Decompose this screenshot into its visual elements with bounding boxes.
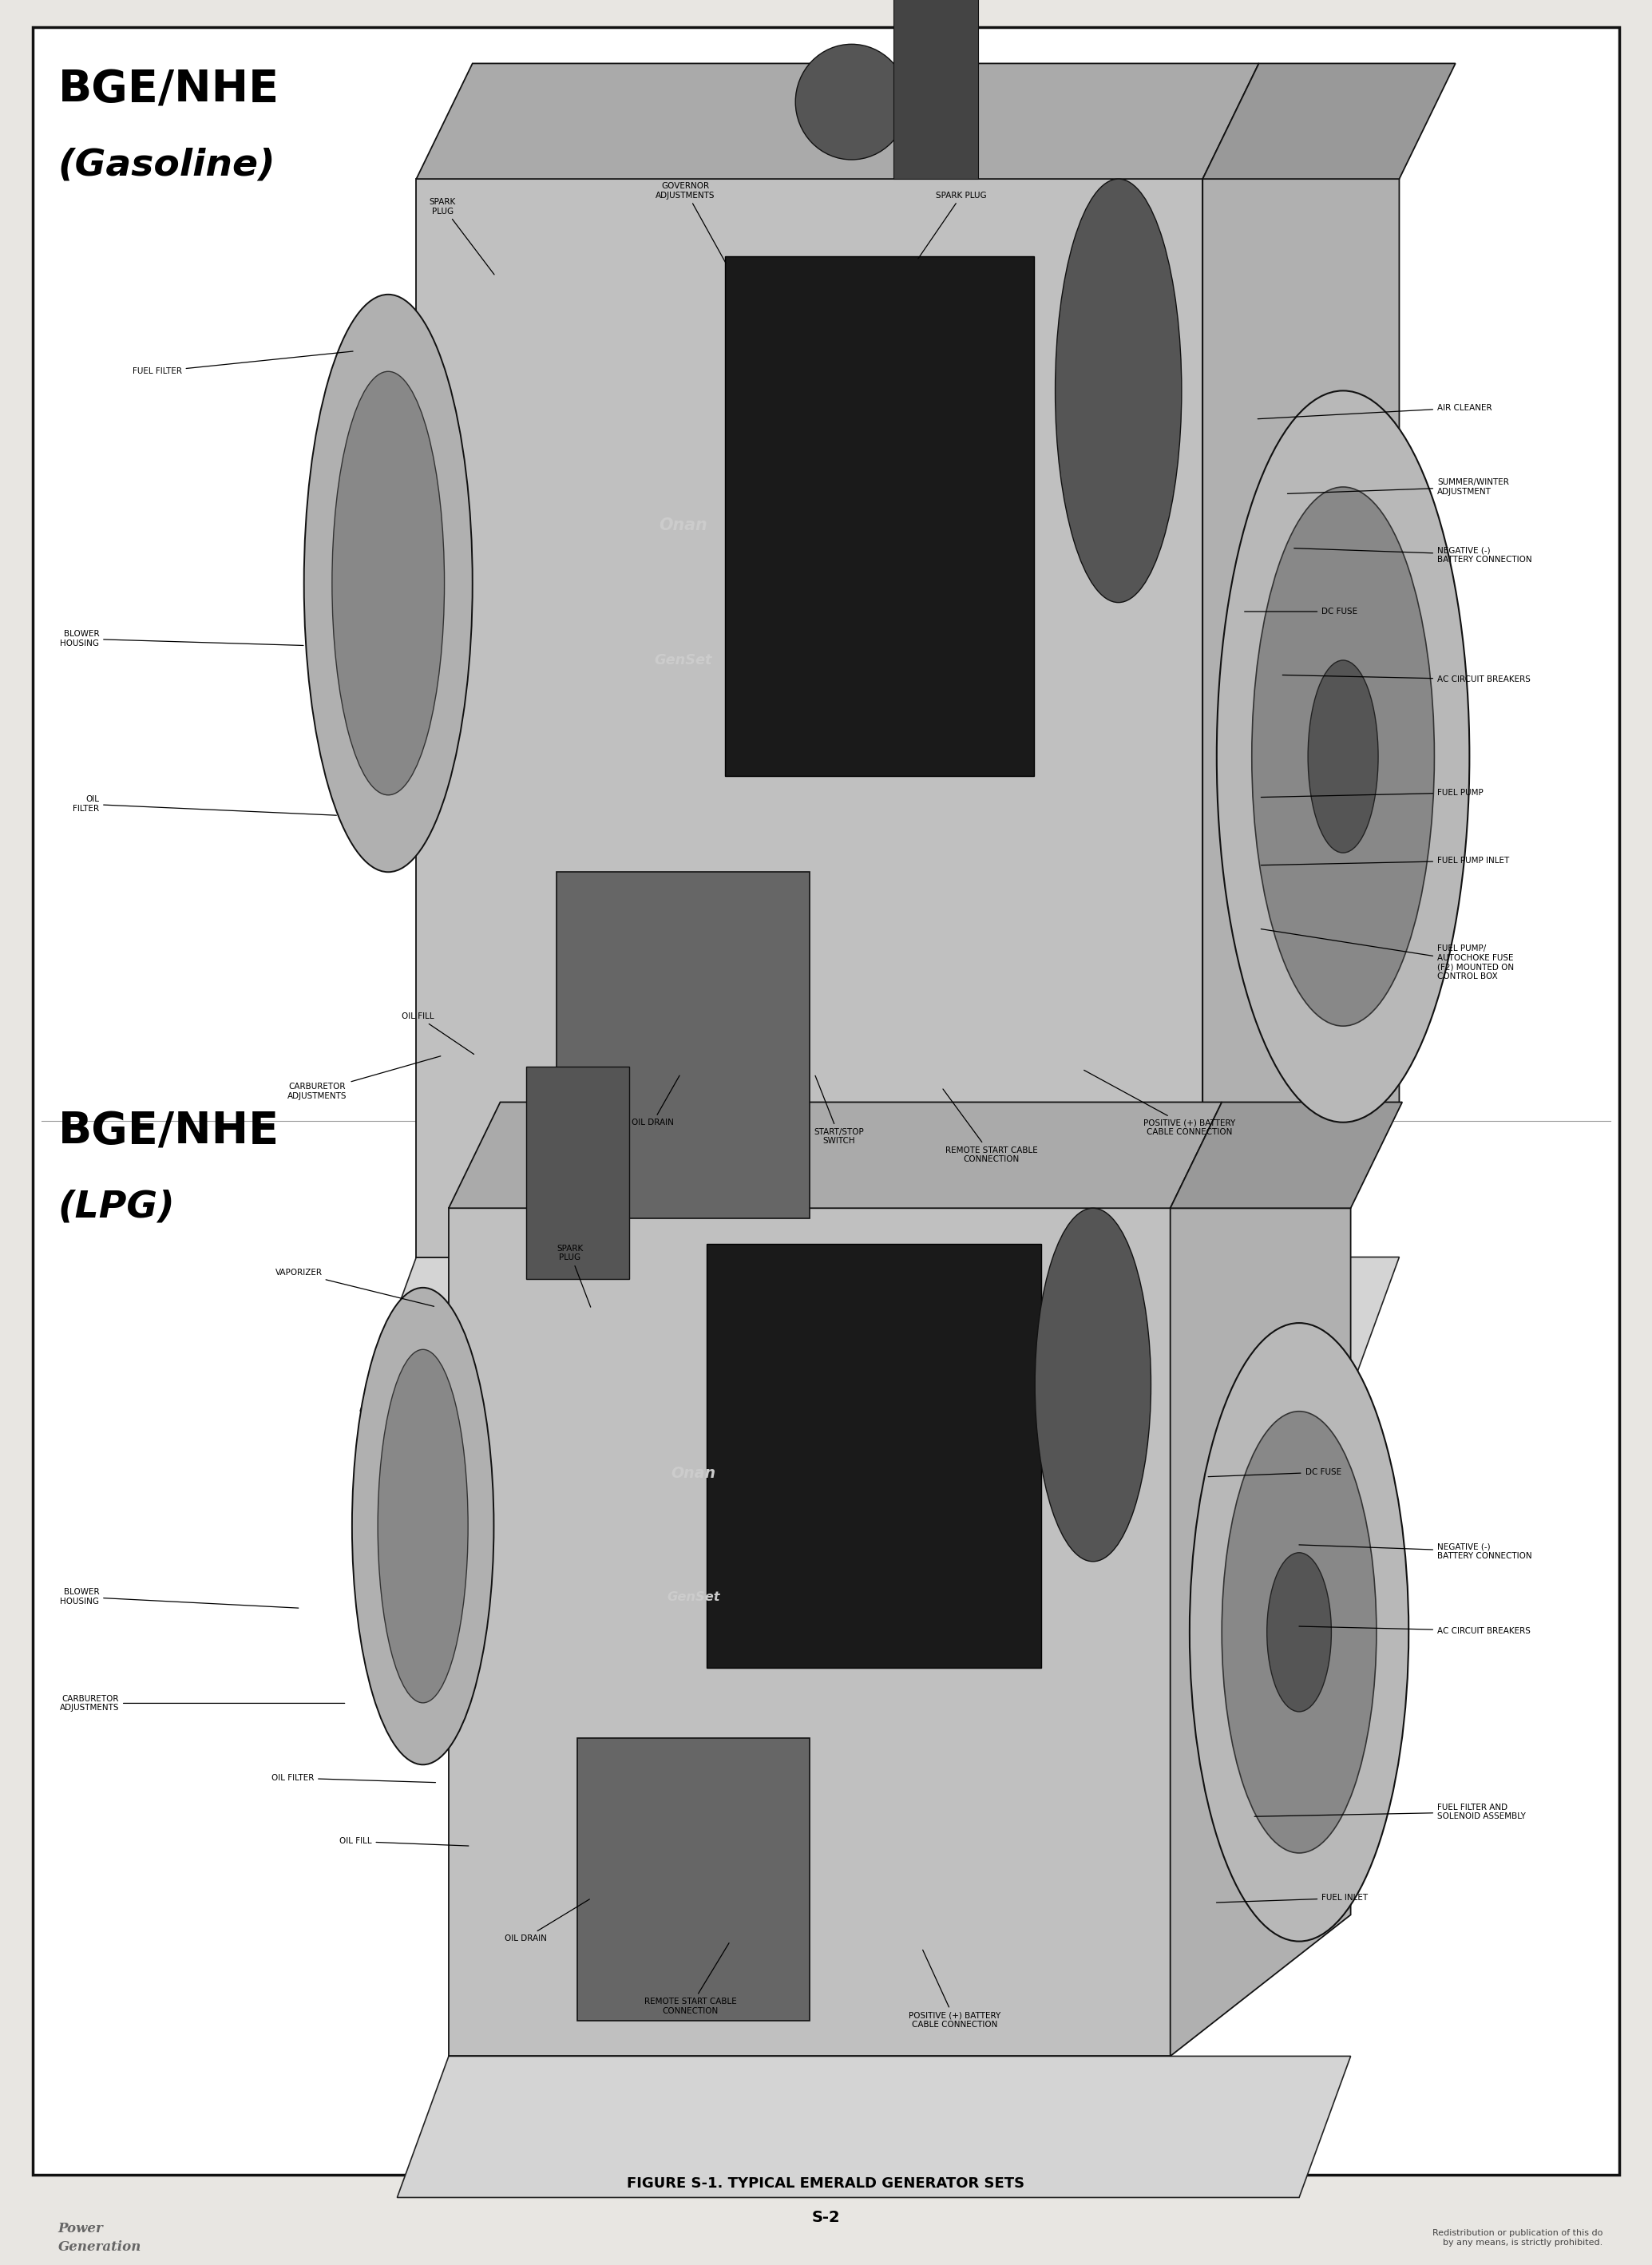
Text: OIL FILTER: OIL FILTER (271, 1773, 436, 1783)
Text: S-2: S-2 (811, 2211, 841, 2224)
Polygon shape (725, 256, 1034, 775)
Text: FUEL FILTER AND
SOLENOID ASSEMBLY: FUEL FILTER AND SOLENOID ASSEMBLY (1254, 1803, 1526, 1821)
Text: BGE/NHE: BGE/NHE (58, 1110, 279, 1153)
Polygon shape (557, 872, 809, 1219)
Polygon shape (578, 1737, 809, 2020)
Text: Redistribution or publication of this do
by any means, is strictly prohibited.: Redistribution or publication of this do… (1432, 2229, 1602, 2247)
Ellipse shape (332, 371, 444, 795)
Text: OIL FILL: OIL FILL (339, 1837, 469, 1846)
Text: REMOTE START CABLE
CONNECTION: REMOTE START CABLE CONNECTION (644, 1943, 737, 2016)
Polygon shape (707, 1243, 1041, 1667)
Text: DC FUSE: DC FUSE (1208, 1468, 1341, 1477)
Ellipse shape (1189, 1323, 1409, 1941)
Ellipse shape (795, 45, 907, 159)
Text: SPARK PLUG: SPARK PLUG (919, 190, 986, 258)
Ellipse shape (1056, 179, 1181, 602)
Polygon shape (416, 63, 1259, 179)
Ellipse shape (1267, 1554, 1332, 1712)
Text: FIGURE S-1. TYPICAL EMERALD GENERATOR SETS: FIGURE S-1. TYPICAL EMERALD GENERATOR SE… (628, 2177, 1024, 2190)
Text: BLOWER
HOUSING: BLOWER HOUSING (59, 630, 304, 648)
Text: Generation: Generation (58, 2240, 140, 2254)
Text: NEGATIVE (-)
BATTERY CONNECTION: NEGATIVE (-) BATTERY CONNECTION (1294, 546, 1531, 564)
Polygon shape (1170, 1103, 1403, 1207)
Text: OIL
FILTER: OIL FILTER (73, 795, 337, 815)
Text: START/STOP
SWITCH: START/STOP SWITCH (814, 1076, 864, 1146)
Ellipse shape (352, 1287, 494, 1764)
Text: AC CIRCUIT BREAKERS: AC CIRCUIT BREAKERS (1298, 1626, 1530, 1635)
Text: AIR CLEANER: AIR CLEANER (1257, 403, 1492, 419)
Ellipse shape (1252, 487, 1434, 1026)
Text: Power: Power (58, 2222, 102, 2236)
Text: BGE/NHE: BGE/NHE (58, 68, 279, 111)
Text: CARBURETOR
ADJUSTMENTS: CARBURETOR ADJUSTMENTS (287, 1055, 441, 1101)
Text: OIL DRAIN: OIL DRAIN (504, 1900, 590, 1943)
Text: SPARK
PLUG: SPARK PLUG (557, 1243, 591, 1307)
Text: FUEL INLET: FUEL INLET (1216, 1894, 1368, 1903)
Polygon shape (1170, 1207, 1351, 2057)
Text: NEGATIVE (-)
BATTERY CONNECTION: NEGATIVE (-) BATTERY CONNECTION (1298, 1542, 1531, 1561)
Polygon shape (396, 2057, 1351, 2197)
Text: POSITIVE (+) BATTERY
CABLE CONNECTION: POSITIVE (+) BATTERY CABLE CONNECTION (909, 1950, 1001, 2029)
Text: FUEL FILTER: FUEL FILTER (132, 351, 354, 376)
Text: SUMMER/WINTER
ADJUSTMENT: SUMMER/WINTER ADJUSTMENT (1287, 478, 1508, 496)
Ellipse shape (304, 294, 472, 872)
Text: AC CIRCUIT BREAKERS: AC CIRCUIT BREAKERS (1282, 675, 1530, 684)
Text: FUEL PUMP/
AUTOCHOKE FUSE
(F2) MOUNTED ON
CONTROL BOX: FUEL PUMP/ AUTOCHOKE FUSE (F2) MOUNTED O… (1260, 929, 1513, 981)
Text: (Gasoline): (Gasoline) (58, 147, 276, 183)
Text: BLOWER
HOUSING: BLOWER HOUSING (59, 1588, 299, 1608)
Text: SPARK
PLUG: SPARK PLUG (430, 197, 494, 274)
Text: DC FUSE: DC FUSE (1244, 607, 1358, 616)
Polygon shape (449, 1207, 1170, 2057)
Text: FUEL PUMP: FUEL PUMP (1260, 788, 1483, 797)
Ellipse shape (1308, 661, 1378, 854)
Ellipse shape (1222, 1411, 1376, 1853)
Text: VAPORIZER: VAPORIZER (274, 1268, 434, 1307)
Text: Onan: Onan (671, 1465, 715, 1481)
Polygon shape (894, 0, 978, 179)
Text: (LPG): (LPG) (58, 1189, 175, 1225)
Text: GOVERNOR
ADJUSTMENTS: GOVERNOR ADJUSTMENTS (656, 181, 725, 263)
Text: OIL DRAIN: OIL DRAIN (631, 1076, 679, 1128)
Ellipse shape (378, 1350, 468, 1703)
Text: OIL FILL: OIL FILL (401, 1012, 474, 1053)
Text: Onan: Onan (659, 516, 707, 535)
Ellipse shape (1034, 1207, 1151, 1561)
Polygon shape (1203, 179, 1399, 1257)
Polygon shape (525, 1067, 629, 1280)
Text: GenSet: GenSet (654, 652, 712, 668)
Text: GenSet: GenSet (667, 1590, 720, 1604)
Ellipse shape (1216, 392, 1470, 1123)
Text: FUEL PUMP INLET: FUEL PUMP INLET (1260, 856, 1510, 865)
Text: POSITIVE (+) BATTERY
CABLE CONNECTION: POSITIVE (+) BATTERY CABLE CONNECTION (1084, 1069, 1236, 1137)
Polygon shape (449, 1103, 1222, 1207)
Polygon shape (360, 1257, 1399, 1411)
Text: CARBURETOR
ADJUSTMENTS: CARBURETOR ADJUSTMENTS (59, 1694, 345, 1712)
Polygon shape (416, 179, 1203, 1257)
Text: REMOTE START CABLE
CONNECTION: REMOTE START CABLE CONNECTION (943, 1089, 1037, 1164)
Polygon shape (1203, 63, 1455, 179)
FancyBboxPatch shape (33, 27, 1619, 2174)
